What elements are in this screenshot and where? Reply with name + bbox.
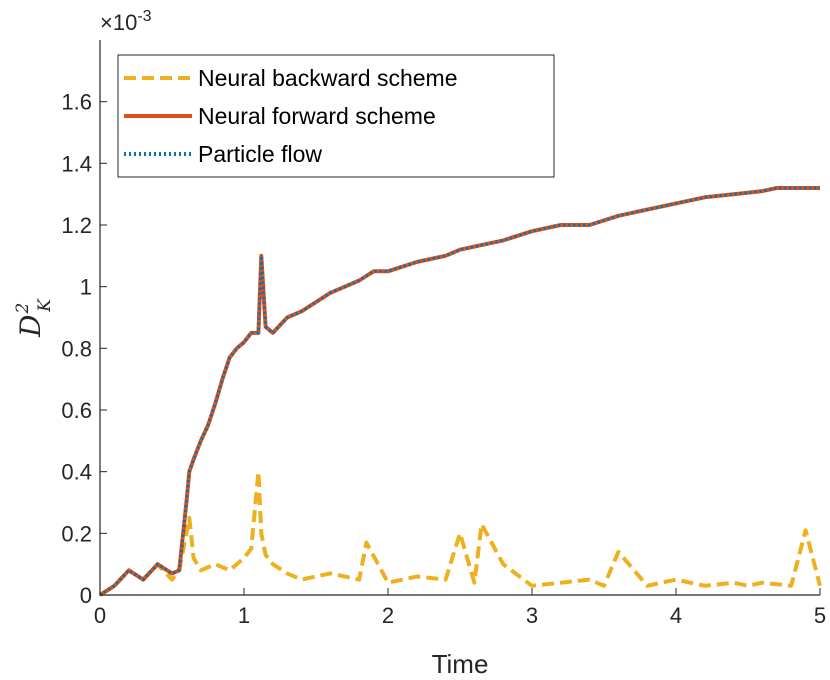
axis-ticks [99,101,821,596]
series-line-backward [98,469,822,597]
series-layer [98,186,822,597]
x-tick-label: 2 [382,603,394,628]
y-axis-label-main: D [14,315,47,338]
axes-box [99,40,820,596]
y-tick-label: 1.6 [61,90,92,115]
y-tick-labels: 0 0.2 0.4 0.6 0.8 1 1.2 1.4 1.6 [61,90,92,608]
x-tick-label: 5 [814,603,826,628]
y-axis-label-sub: K [35,298,55,313]
y-tick-label: 0.6 [61,398,92,423]
series-line-particle [99,186,820,597]
x-axis-label: Time [432,649,489,679]
y-exponent-label: ×10-3 [100,8,152,35]
y-tick-label: 1.2 [61,213,92,238]
y-axis-label-sup: 2 [13,303,33,315]
legend-label-backward: Neural backward scheme [198,65,458,91]
y-tick-label: 1 [80,275,92,300]
svg-text:D2K: D2 K [13,298,55,338]
y-tick-label: 0.2 [61,521,92,546]
legend-label-forward: Neural forward scheme [198,103,436,129]
y-tick-label: 0.4 [61,460,92,485]
x-tick-labels: 0 1 2 3 4 5 [94,603,826,628]
x-tick-label: 3 [526,603,538,628]
y-tick-label: 0 [80,583,92,608]
x-tick-label: 4 [670,603,682,628]
legend: Neural backward scheme Neural forward sc… [117,54,555,178]
legend-label-particle: Particle flow [198,141,322,167]
x-tick-label: 0 [94,603,106,628]
y-exponent-power: -3 [137,8,151,25]
y-tick-label: 0.8 [61,336,92,361]
x-tick-label: 1 [238,603,250,628]
y-axis-label: D2 K [13,298,55,338]
y-tick-label: 1.4 [61,151,92,176]
